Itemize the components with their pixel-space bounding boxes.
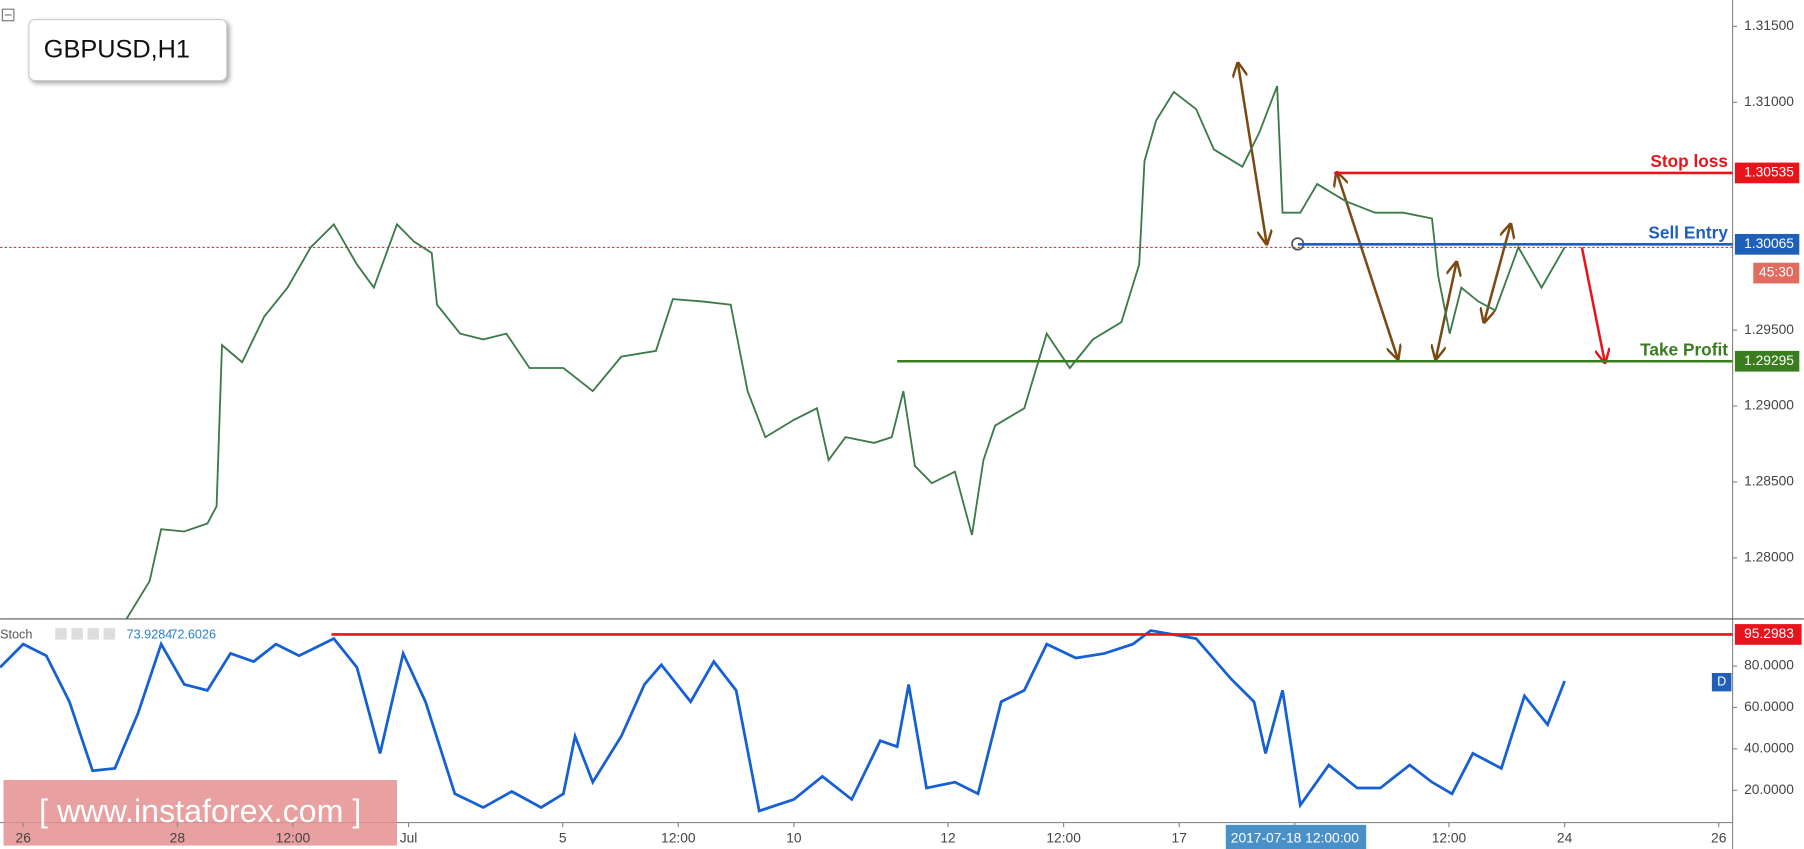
symbol-box xyxy=(28,18,228,82)
level-price: 1.29295 xyxy=(1744,353,1794,368)
x-tick-label: 12:00 xyxy=(661,830,696,845)
level-price-box xyxy=(1734,162,1800,184)
x-tick-label: 5 xyxy=(559,830,567,845)
k-value: 73.9284 xyxy=(127,627,173,641)
y-tick-label: 1.31500 xyxy=(1744,18,1794,33)
x-tick-label: 17 xyxy=(1172,830,1187,845)
y-tick-label: 1.29500 xyxy=(1744,322,1794,337)
x-tick-label: 24 xyxy=(1557,830,1573,845)
x-highlight-box xyxy=(1225,824,1367,849)
y-tick-label: 1.31000 xyxy=(1744,94,1794,109)
y-tick-label: 20.0000 xyxy=(1744,782,1794,797)
x-tick-label: 12:00 xyxy=(1046,830,1081,845)
x-tick-label: 28 xyxy=(170,830,186,845)
stoch-line xyxy=(0,629,1566,813)
level-price-box xyxy=(1734,350,1800,372)
arrow xyxy=(1337,173,1398,359)
collapse-icon[interactable] xyxy=(1,8,15,22)
countdown: 45:30 xyxy=(1759,265,1794,280)
level-label: Take Profit xyxy=(1640,339,1728,359)
level-price: 1.30535 xyxy=(1744,165,1794,180)
symbol-title: GBPUSD,H1 xyxy=(44,35,190,63)
x-tick-label: 12 xyxy=(940,830,955,845)
level-price-box xyxy=(1734,624,1802,645)
x-tick-label: 26 xyxy=(16,830,32,845)
y-tick-label: 1.28000 xyxy=(1744,550,1794,565)
countdown-box xyxy=(1753,262,1800,284)
x-tick-label: 26 xyxy=(1711,830,1727,845)
annotations xyxy=(1238,63,1605,362)
indicator-icon[interactable] xyxy=(103,628,116,640)
y-tick-label: 1.28500 xyxy=(1744,474,1794,489)
x-tick-label: Jul xyxy=(400,830,418,845)
level-price: 95.2983 xyxy=(1744,626,1794,641)
level-price: 1.30065 xyxy=(1744,236,1794,251)
arrow xyxy=(1436,262,1457,359)
arrow xyxy=(1580,247,1605,362)
level-label: Stop loss xyxy=(1650,151,1728,171)
badge-box xyxy=(1711,672,1732,692)
arrow xyxy=(1238,63,1267,244)
watermark: [ www.instaforex.com ] xyxy=(39,793,361,829)
y-tick-label: 80.0000 xyxy=(1744,658,1794,673)
stoch-header: Stoch 73.9284 72.6026 xyxy=(0,627,216,641)
indicator-icon[interactable] xyxy=(87,628,100,640)
level-price-box xyxy=(1734,233,1800,255)
x-tick-label: 12:00 xyxy=(1432,830,1467,845)
badge: D xyxy=(1717,675,1726,689)
indicator-name: Stoch xyxy=(0,627,32,641)
x-tick-label: 2017-07-18 12:00:00 xyxy=(1231,830,1359,845)
level-label: Sell Entry xyxy=(1648,223,1728,243)
y-tick-label: 60.0000 xyxy=(1744,699,1794,714)
indicator-icon[interactable] xyxy=(71,628,83,640)
watermark-box xyxy=(3,779,397,846)
d-value: 72.6026 xyxy=(170,627,216,641)
arrow xyxy=(1484,224,1510,322)
x-tick-label: 12:00 xyxy=(276,830,311,845)
indicator-icon[interactable] xyxy=(55,628,67,640)
y-tick-label: 40.0000 xyxy=(1744,741,1794,756)
price-line xyxy=(125,85,1566,620)
y-tick-label: 1.29000 xyxy=(1744,398,1794,413)
x-tick-label: 10 xyxy=(786,830,802,845)
